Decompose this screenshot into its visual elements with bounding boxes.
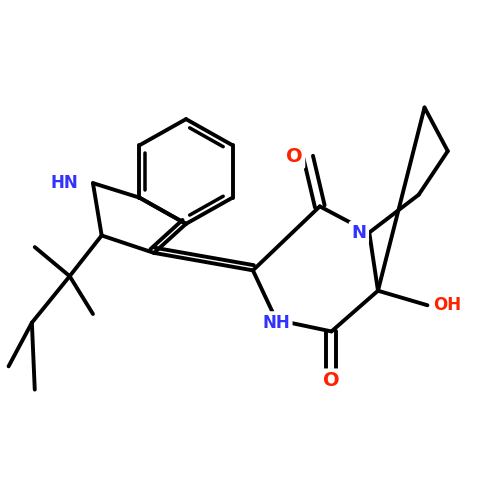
Text: O: O bbox=[286, 148, 302, 167]
Text: OH: OH bbox=[433, 296, 462, 314]
Text: HN: HN bbox=[50, 174, 78, 192]
Text: N: N bbox=[352, 224, 366, 242]
Text: NH: NH bbox=[262, 314, 290, 332]
Text: O: O bbox=[323, 372, 340, 390]
